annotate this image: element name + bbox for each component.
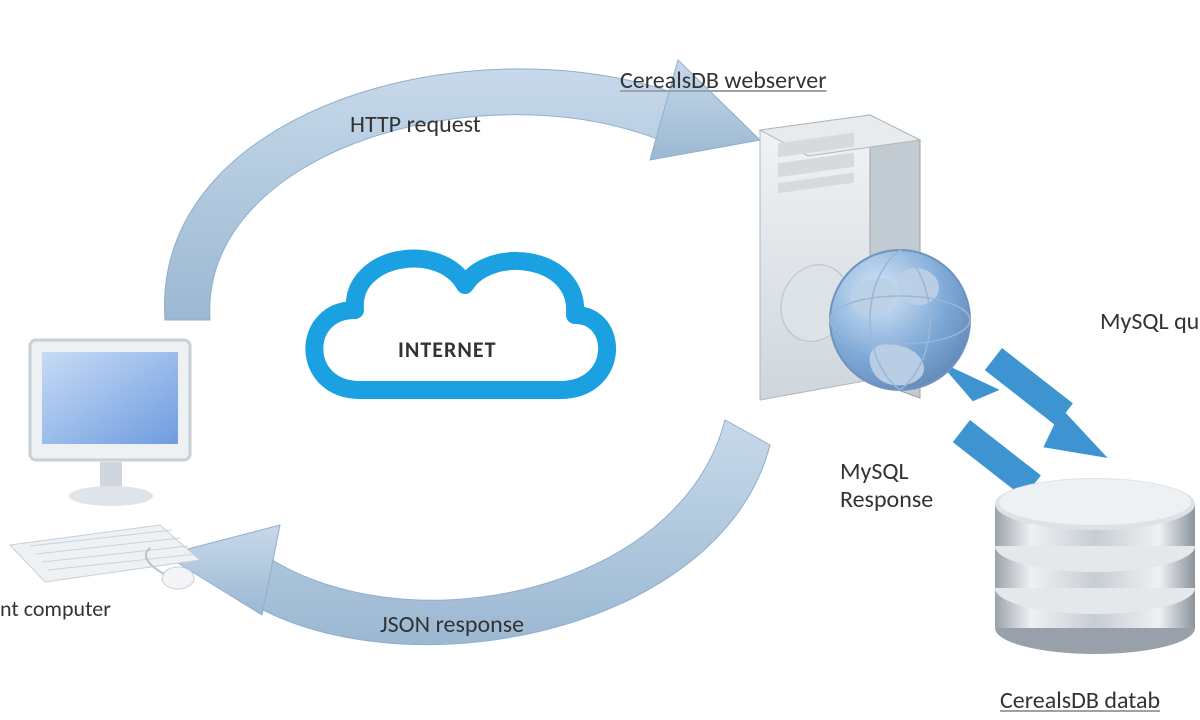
arrow-mysql-query [985, 348, 1112, 458]
database-label: CerealsDB datab [1000, 686, 1160, 715]
mysql-response-label-line1: MySQL [840, 457, 909, 486]
client-computer-label: nt computer [0, 595, 111, 622]
mysql-response-label-line2: Response [840, 485, 933, 514]
http-request-label: HTTP request [350, 110, 481, 139]
mysql-response-label: MySQL Response [840, 458, 933, 513]
cloud-icon [314, 259, 607, 390]
internet-cloud: INTERNET [280, 200, 620, 440]
internet-label: INTERNET [398, 336, 496, 363]
client-computer [0, 330, 230, 590]
webserver-label: CerealsDB webserver [620, 66, 827, 95]
webserver [730, 110, 980, 430]
json-response-label: JSON response [380, 610, 524, 639]
database [990, 450, 1200, 670]
mysql-query-label: MySQL qu [1100, 307, 1199, 336]
